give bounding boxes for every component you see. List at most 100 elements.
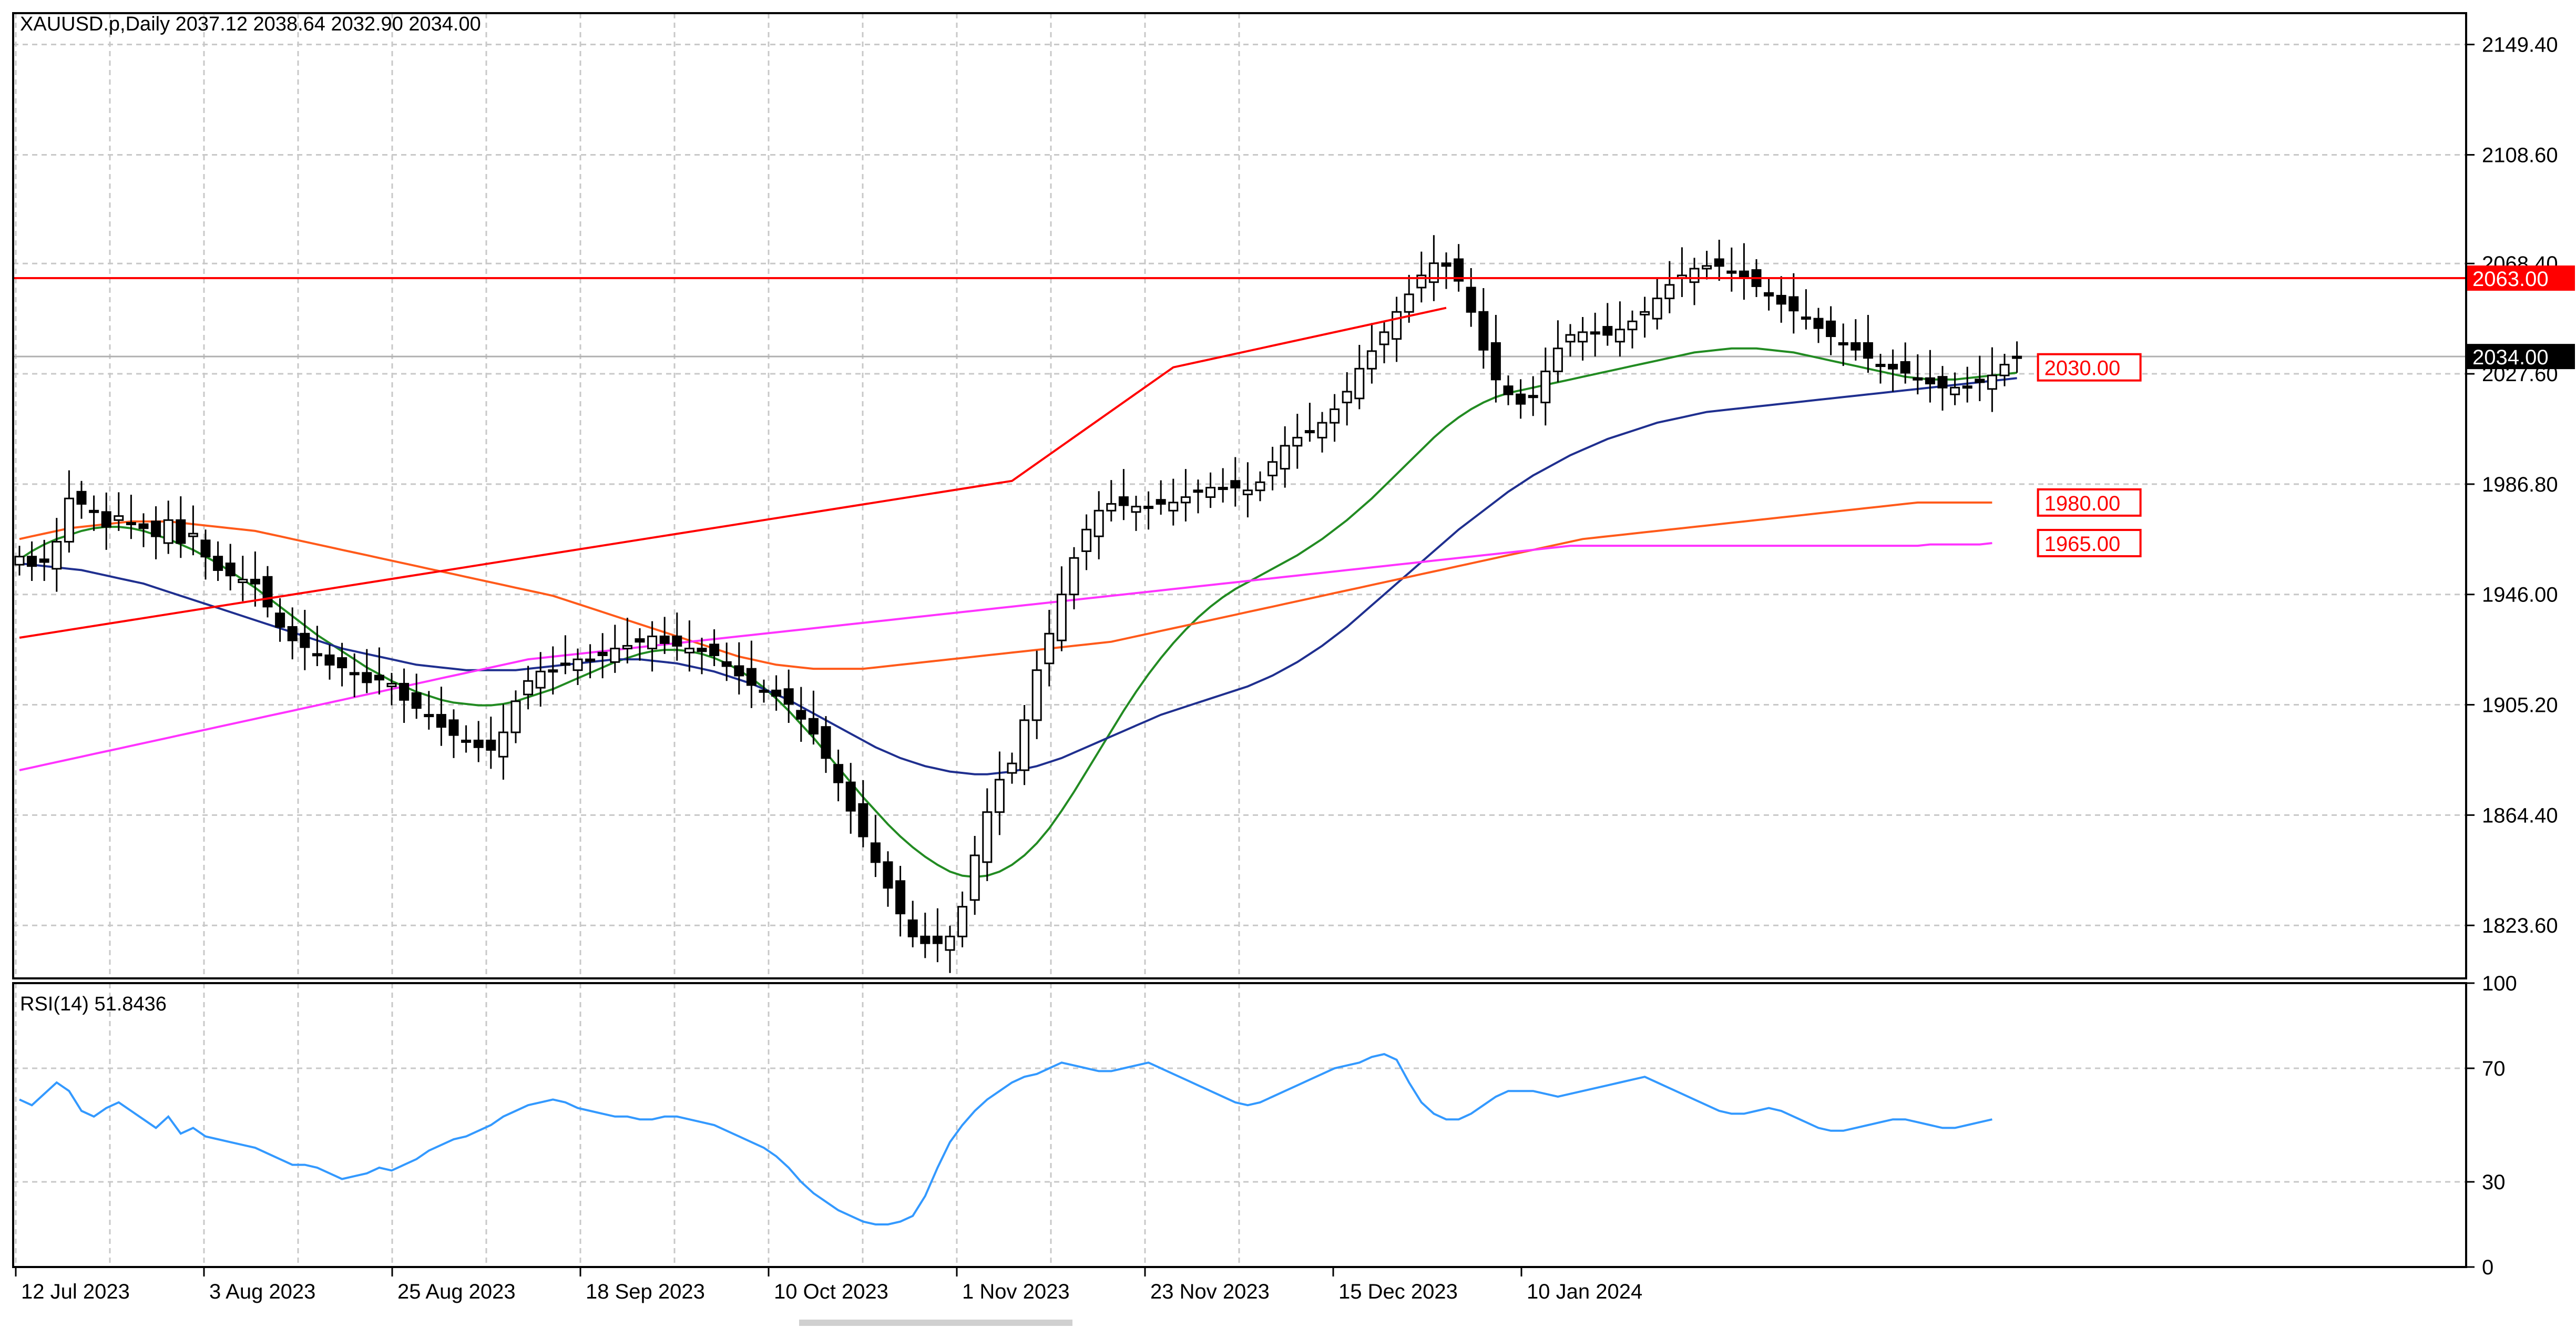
- candle: [585, 644, 596, 679]
- candle: [1900, 342, 1910, 384]
- candle: [1578, 317, 1588, 361]
- rsi-pane[interactable]: [12, 982, 2467, 1268]
- candle-body-up: [1330, 408, 1340, 424]
- candle-body-down: [833, 764, 844, 783]
- price-tick-label: 1905.20: [2482, 694, 2558, 717]
- candle-body-up: [1640, 311, 1650, 315]
- candle-body-up: [1614, 329, 1625, 343]
- candle-body-up: [1143, 506, 1154, 509]
- time-tick-label: 23 Nov 2023: [1150, 1280, 1270, 1303]
- candle-body-down: [1602, 326, 1613, 336]
- candle: [1764, 278, 1774, 311]
- candle-body-down: [151, 520, 161, 537]
- candle-body-down: [399, 682, 410, 701]
- candle-body-down: [473, 739, 484, 748]
- candle-body-down: [374, 675, 384, 681]
- candle-body-up: [982, 811, 993, 863]
- candle-body-down: [1516, 393, 1526, 405]
- candle: [163, 500, 173, 554]
- time-tick-label: 25 Aug 2023: [397, 1280, 516, 1303]
- candle-body-down: [1888, 364, 1898, 370]
- candle-body-up: [1255, 481, 1265, 492]
- candle: [76, 481, 87, 519]
- candle: [399, 668, 410, 723]
- candle: [1131, 496, 1141, 531]
- candle-body-down: [920, 935, 931, 944]
- time-tick-label: 15 Dec 2023: [1338, 1280, 1458, 1303]
- candles: [14, 235, 2022, 973]
- candle: [39, 539, 49, 581]
- candle: [1552, 320, 1563, 382]
- candle: [27, 541, 37, 581]
- candle: [821, 716, 831, 773]
- candle-body-up: [2012, 355, 2022, 359]
- candle: [362, 649, 372, 693]
- candle-body-down: [262, 576, 273, 608]
- candle-body-up: [1578, 331, 1588, 343]
- candle: [783, 669, 794, 723]
- price-axis[interactable]: 2149.402108.602068.402027.601986.801946.…: [2466, 34, 2575, 938]
- candle: [238, 556, 248, 601]
- candle: [548, 646, 558, 694]
- candle: [969, 835, 980, 915]
- candle-body-up: [1354, 367, 1365, 400]
- time-tick-label: 12 Jul 2023: [21, 1280, 130, 1303]
- candle: [945, 925, 955, 973]
- candle: [1317, 412, 1327, 453]
- candle-body-down: [436, 714, 446, 728]
- price-pane[interactable]: 2030.00 1980.00 1965.00: [12, 12, 2467, 979]
- candle: [1031, 650, 1042, 739]
- candle: [1702, 251, 1712, 280]
- time-tick-label: 1 Nov 2023: [962, 1280, 1070, 1303]
- current-price-label: 2034.00: [2472, 346, 2549, 369]
- candle: [2012, 341, 2022, 373]
- candle: [759, 679, 769, 703]
- candle-body-down: [821, 726, 831, 759]
- candle: [436, 687, 446, 746]
- candle: [1590, 312, 1600, 357]
- candle: [498, 704, 508, 780]
- candle: [1813, 308, 1824, 343]
- candle: [1044, 610, 1055, 687]
- moving-averages: [18, 347, 2017, 878]
- candle: [1950, 372, 1960, 405]
- candle: [1267, 446, 1278, 491]
- candle: [994, 751, 1005, 835]
- candle-body-up: [945, 935, 955, 951]
- candle: [1056, 566, 1067, 651]
- candle-body-up: [14, 556, 25, 566]
- candle-body-up: [1081, 528, 1092, 552]
- candle: [1019, 705, 1030, 785]
- candle: [275, 598, 285, 642]
- candle: [845, 763, 856, 834]
- ascending-trendline[interactable]: [19, 307, 1447, 639]
- candle: [89, 495, 99, 531]
- candle-body-up: [1379, 331, 1389, 345]
- candle: [1330, 394, 1340, 442]
- candle-body-down: [275, 612, 285, 628]
- candle-body-up: [1304, 430, 1315, 434]
- level-label-2030: 2030.00: [2045, 357, 2121, 380]
- candle: [64, 470, 74, 553]
- candle-body-up: [1267, 461, 1278, 476]
- candle: [1975, 355, 1985, 401]
- candle: [324, 644, 335, 680]
- candle-body-down: [300, 632, 310, 648]
- candle-body-up: [759, 689, 769, 693]
- candle-body-down: [895, 880, 906, 915]
- candle: [1478, 288, 1489, 369]
- candle: [52, 518, 62, 592]
- candle: [213, 541, 223, 581]
- time-scroll-handle[interactable]: [799, 1320, 1072, 1326]
- ma-line-ma20: [18, 347, 2017, 878]
- support-resistance-levels[interactable]: 2030.00 1980.00 1965.00: [13, 277, 2466, 639]
- candle-body-up: [1664, 284, 1675, 300]
- candle-body-down: [709, 643, 720, 656]
- candle: [833, 749, 844, 802]
- candle: [1143, 491, 1154, 530]
- candle-body-up: [1069, 557, 1079, 596]
- candle: [1304, 403, 1315, 442]
- candle-body-up: [1106, 503, 1117, 512]
- candle-body-down: [448, 719, 459, 736]
